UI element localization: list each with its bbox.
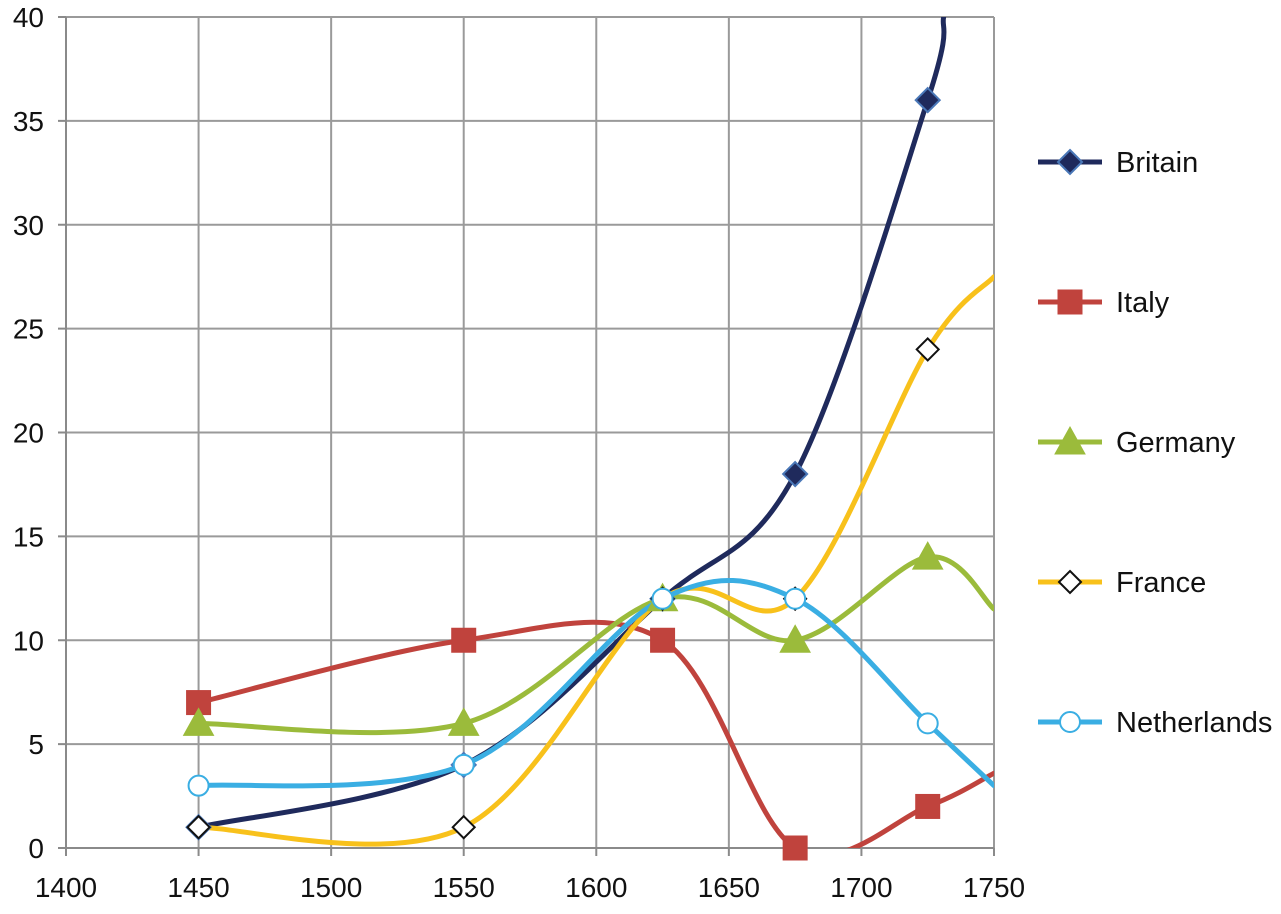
legend-item-netherlands: Netherlands <box>1038 707 1272 739</box>
y-axis-tick-labels: 0 5 10 15 20 25 30 35 40 <box>13 2 44 864</box>
legend: Britain Italy Germany France Netherlands <box>1038 147 1272 739</box>
axes <box>58 16 995 856</box>
data-point-britain <box>914 86 942 114</box>
data-point-germany <box>447 707 480 736</box>
data-point-france <box>915 336 941 362</box>
data-point-italy <box>451 627 477 653</box>
legend-item-germany: Germany <box>1038 425 1236 459</box>
legend-marker <box>1057 569 1083 595</box>
legend-marker <box>1054 425 1086 455</box>
x-tick-label: 1700 <box>830 872 892 903</box>
y-tick-label: 5 <box>28 729 44 760</box>
legend-marker <box>1056 148 1084 176</box>
legend-label: Netherlands <box>1116 707 1272 739</box>
series-line-britain <box>196 17 947 830</box>
y-tick-label: 15 <box>13 521 44 552</box>
data-point-germany <box>182 707 215 736</box>
x-tick-label: 1550 <box>433 872 495 903</box>
x-tick-label: 1750 <box>963 872 1025 903</box>
legend-label: Italy <box>1116 287 1170 319</box>
legend-item-italy: Italy <box>1038 287 1170 319</box>
data-point-netherlands <box>784 587 807 610</box>
series-markers <box>182 86 944 861</box>
data-point-italy <box>650 627 676 653</box>
data-point-italy <box>915 793 941 819</box>
y-tick-label: 0 <box>28 833 44 864</box>
x-tick-label: 1650 <box>698 872 760 903</box>
y-tick-label: 30 <box>13 210 44 241</box>
data-point-netherlands <box>187 774 210 797</box>
x-tick-label: 1450 <box>167 872 229 903</box>
data-point-netherlands <box>651 587 674 610</box>
grid-lines <box>66 16 995 848</box>
y-tick-label: 35 <box>13 106 44 137</box>
data-point-germany <box>911 541 944 570</box>
legend-label: Germany <box>1116 427 1236 459</box>
y-tick-label: 10 <box>13 625 44 656</box>
data-point-netherlands <box>452 753 475 776</box>
y-tick-label: 20 <box>13 418 44 449</box>
y-tick-label: 40 <box>13 2 44 33</box>
plot-area <box>182 17 994 861</box>
data-point-britain <box>781 460 809 488</box>
legend-marker <box>1059 711 1081 733</box>
legend-label: Britain <box>1116 147 1198 179</box>
x-tick-label: 1400 <box>35 872 97 903</box>
legend-marker <box>1057 289 1083 315</box>
data-point-netherlands <box>916 712 939 735</box>
legend-item-france: France <box>1038 567 1206 599</box>
x-tick-label: 1600 <box>565 872 627 903</box>
data-point-france <box>186 814 211 840</box>
legend-label: France <box>1116 567 1206 599</box>
data-point-germany <box>779 624 811 653</box>
data-point-france <box>451 814 477 840</box>
x-axis-tick-labels: 1400 1450 1500 1550 1600 1650 1700 1750 <box>35 872 1025 903</box>
legend-item-britain: Britain <box>1038 147 1198 179</box>
data-point-italy <box>782 835 808 861</box>
y-tick-label: 25 <box>13 314 44 345</box>
x-tick-label: 1500 <box>300 872 362 903</box>
